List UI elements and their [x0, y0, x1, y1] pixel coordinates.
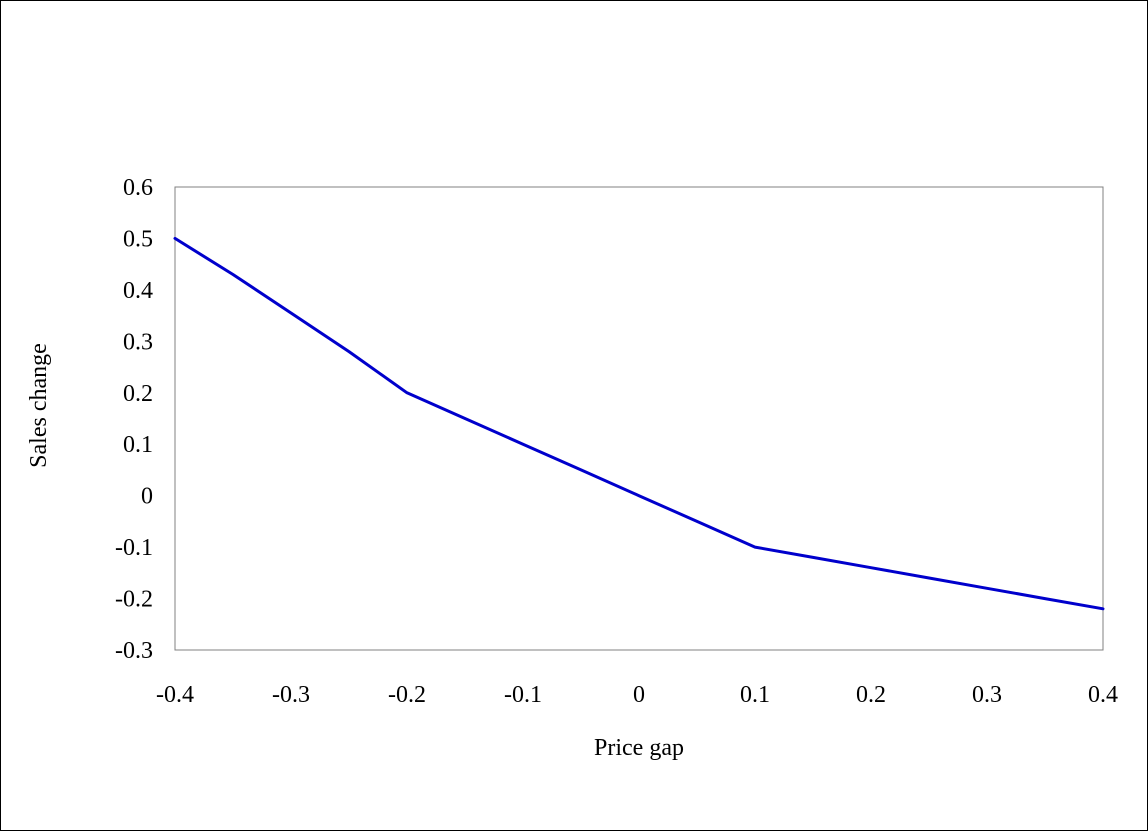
y-tick-label: 0.6 [123, 175, 153, 201]
y-tick-label: 0.1 [123, 432, 153, 458]
y-tick-label: 0.4 [123, 278, 153, 304]
x-tick-label: 0.4 [1088, 682, 1118, 708]
y-tick-label: 0.2 [123, 381, 153, 407]
x-tick-label: 0.3 [972, 682, 1002, 708]
plot-area [174, 186, 1104, 651]
y-tick-label: -0.2 [115, 587, 153, 613]
y-axis-ticks: 0.6 0.5 0.4 0.3 0.2 0.1 0 -0.1 -0.2 -0.3 [115, 175, 153, 664]
series-layer [173, 236, 1105, 611]
y-axis-title: Sales change [26, 343, 52, 468]
x-tick-label: -0.4 [156, 682, 194, 708]
x-tick-label: -0.2 [388, 682, 426, 708]
y-tick-label: 0.3 [123, 329, 153, 355]
x-axis-ticks: -0.4 -0.3 -0.2 -0.1 0 0.1 0.2 0.3 0.4 [156, 682, 1118, 708]
x-axis-title: Price gap [594, 735, 684, 761]
y-tick-label: -0.3 [115, 638, 153, 664]
x-tick-label: -0.1 [504, 682, 542, 708]
x-tick-label: 0 [633, 682, 645, 708]
x-tick-label: 0.1 [740, 682, 770, 708]
series-line [173, 236, 1105, 611]
x-tick-label: 0.2 [856, 682, 886, 708]
y-tick-label: 0.5 [123, 226, 153, 252]
x-tick-label: -0.3 [272, 682, 310, 708]
y-tick-label: -0.1 [115, 535, 153, 561]
y-tick-label: 0 [141, 484, 153, 510]
